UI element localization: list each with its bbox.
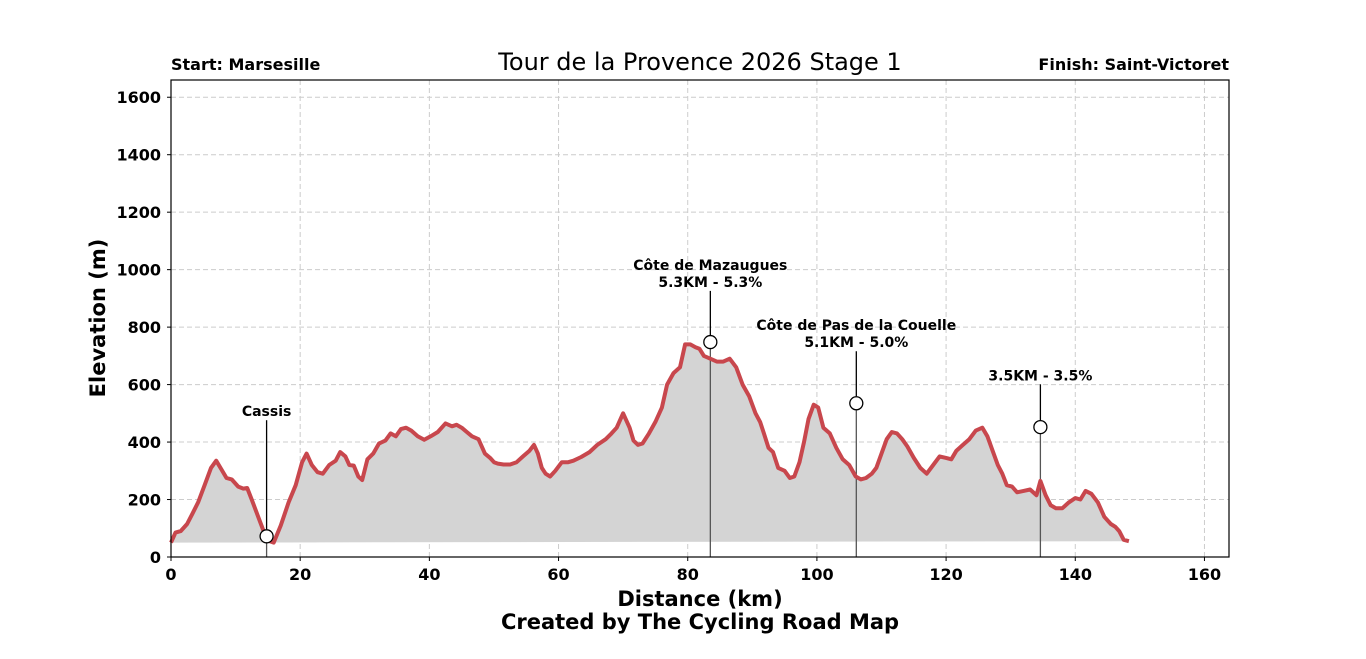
x-tick-label: 140 [1059,565,1092,584]
y-tick-label: 0 [150,548,161,567]
x-tick-label: 160 [1188,565,1221,584]
y-tick-label: 600 [128,376,161,395]
plot-frame [170,79,1230,558]
climb-label: Côte de Pas de la Couelle [756,318,956,334]
climb-marker-circle [1033,419,1048,435]
credit-text: Created by The Cycling Road Map [501,610,899,634]
elevation-line [169,342,1130,545]
x-tick-label: 80 [677,565,699,584]
x-axis-ticks: 0 20 40 60 80 100 120 140 160 [165,557,1221,584]
x-tick-label: 100 [800,565,833,584]
finish-label: Finish: Saint-Victoret [1038,55,1229,74]
y-axis-title: Elevation (m) [86,239,110,398]
climb-label: 3.5KM - 3.5% [988,368,1092,384]
climb-marker-circle [849,396,864,411]
y-tick-label: 1400 [116,146,161,165]
elevation-area [171,344,1129,543]
y-tick-label: 1000 [116,261,161,280]
y-tick-label: 1200 [116,203,161,222]
x-tick-label: 0 [165,565,176,584]
y-tick-label: 800 [128,318,161,337]
climb-marker-circle [703,334,718,350]
y-tick-label: 1600 [116,88,161,107]
x-tick-label: 60 [547,565,569,584]
x-tick-label: 120 [929,565,962,584]
y-tick-label: 400 [128,433,161,452]
climb-marker-circle [259,529,274,544]
x-axis-title: Distance (km) [617,587,782,611]
x-tick-label: 40 [418,565,440,584]
climb-label: 5.3KM - 5.3% [658,275,762,291]
y-tick-label: 200 [128,491,161,510]
climb-label: 5.1KM - 5.0% [804,335,908,351]
chart-title: Tour de la Provence 2026 Stage 1 [497,48,901,76]
climb-label: Cassis [242,404,292,420]
y-axis-ticks: 0 200 400 600 800 1000 1200 1400 1600 [116,88,171,567]
start-label: Start: Marsesille [171,55,320,74]
climb-marker-lines [265,342,1042,557]
climb-label: Côte de Mazaugues [633,258,787,274]
x-tick-label: 20 [289,565,311,584]
